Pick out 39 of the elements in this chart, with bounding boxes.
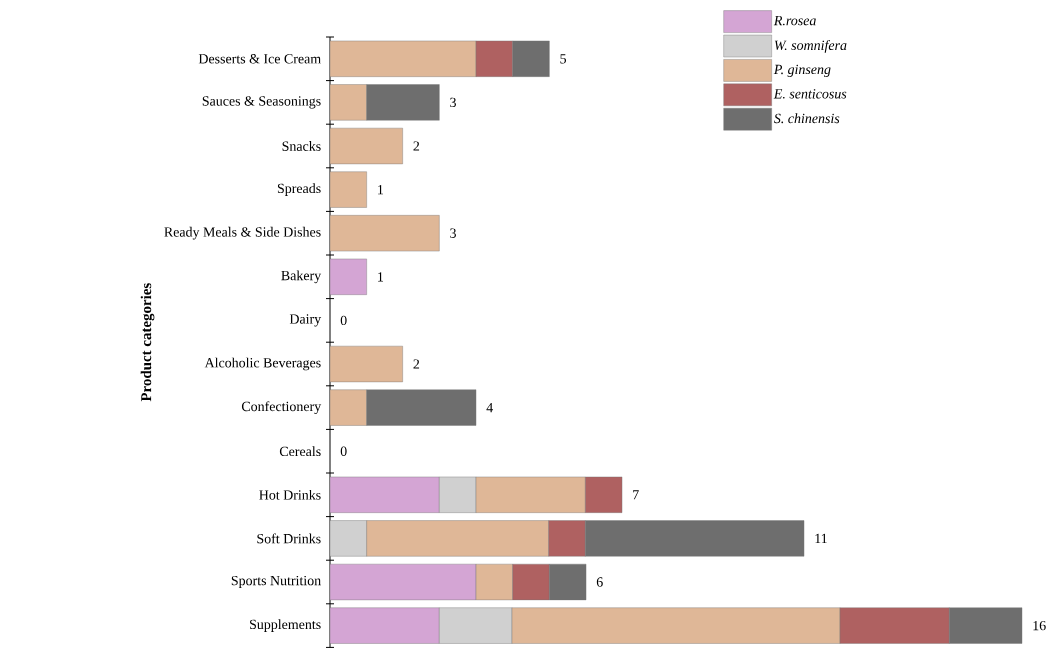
annotation: 1 — [378, 272, 384, 282]
annotation: 1 — [378, 184, 384, 195]
legend-label: P. ginseng — [773, 64, 831, 77]
y-tick-label: Alcoholic Beverages — [204, 357, 321, 371]
annotation: 7 — [633, 490, 639, 500]
annotation: 2 — [413, 359, 420, 369]
annotation: 0 — [340, 315, 347, 326]
y-tick-label: Snacks — [282, 141, 321, 151]
y-tick-label: Ready Meals & Side Dishes — [164, 226, 321, 240]
legend-label: S. chinensis — [774, 113, 840, 124]
bar — [329, 171, 367, 208]
annotation: 4 — [486, 403, 493, 413]
bar — [329, 215, 440, 252]
bar — [329, 127, 403, 165]
y-tick-label: Bakery — [281, 270, 322, 284]
annotation: 5 — [560, 54, 567, 64]
y-axis-title: Product categories — [140, 283, 155, 402]
annotation: 0 — [340, 446, 347, 456]
annotation: 16 — [1033, 620, 1046, 631]
y-tick-label: Sports Nutrition — [231, 575, 321, 589]
legend-label: E. senticosus — [773, 89, 847, 99]
legend-label: R.rosea — [773, 16, 816, 26]
y-tick-label: Confectionery — [241, 401, 322, 415]
bar — [329, 345, 403, 383]
y-tick-label: Soft Drinks — [257, 533, 321, 544]
annotation: 2 — [413, 141, 420, 151]
y-tick-label: Desserts & Ice Cream — [198, 54, 321, 64]
annotation: 3 — [450, 228, 456, 238]
legend-label: W. somnifera — [774, 40, 847, 53]
y-tick-label: Spreads — [277, 183, 321, 196]
y-tick-label: Cereals — [279, 446, 321, 457]
annotation: 6 — [596, 577, 603, 587]
annotation: 3 — [450, 97, 456, 108]
bar — [329, 258, 367, 295]
y-tick-label: Supplements — [250, 619, 321, 632]
y-tick-label: Dairy — [289, 314, 322, 327]
annotation: 11 — [815, 533, 827, 544]
y-tick-label: Sauces & Seasonings — [202, 96, 321, 109]
y-tick-label: Hot Drinks — [259, 489, 321, 500]
